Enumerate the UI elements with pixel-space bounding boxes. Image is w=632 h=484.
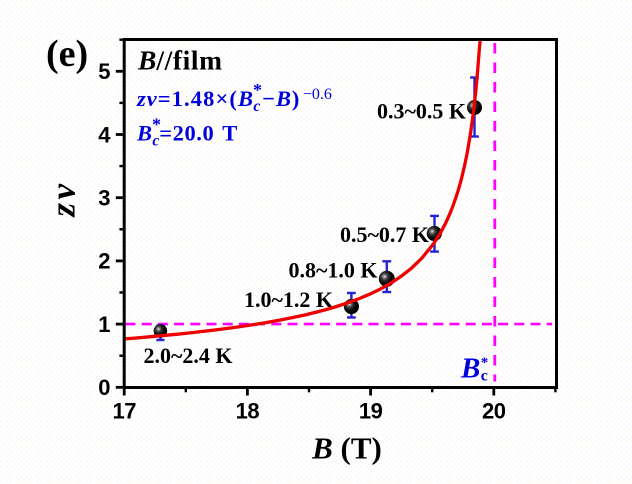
svg-text:19: 19 xyxy=(359,399,383,424)
svg-text:0.5~0.7 K: 0.5~0.7 K xyxy=(340,222,429,247)
svg-text:c: c xyxy=(481,367,488,384)
svg-text:zν=1.48×(B*c−B)−0.6: zν=1.48×(B* c−B) −0.6 xyxy=(136,80,332,115)
svg-text:B (T): B (T) xyxy=(311,431,382,466)
svg-text:17: 17 xyxy=(112,399,136,424)
svg-text:0: 0 xyxy=(98,375,110,400)
svg-text:0.8~1.0 K: 0.8~1.0 K xyxy=(288,258,377,283)
svg-text:B//film: B//film xyxy=(137,45,223,76)
svg-text:1.0~1.2 K: 1.0~1.2 K xyxy=(244,287,333,312)
svg-text:3: 3 xyxy=(98,186,110,211)
svg-text:5: 5 xyxy=(98,59,110,84)
svg-text:18: 18 xyxy=(236,399,260,424)
svg-text:(e): (e) xyxy=(46,33,88,75)
svg-text:4: 4 xyxy=(98,122,111,147)
svg-text:20: 20 xyxy=(482,399,506,424)
svg-text:2: 2 xyxy=(98,249,110,274)
svg-text:1: 1 xyxy=(98,312,110,337)
svg-text:B*c=20.0T: B* c=20.0 T xyxy=(136,115,237,150)
svg-text:*: * xyxy=(481,355,489,371)
svg-text:B: B xyxy=(460,353,480,385)
svg-text:0.3~0.5 K: 0.3~0.5 K xyxy=(377,99,466,124)
svg-text:zν: zν xyxy=(44,180,83,217)
svg-text:2.0~2.4 K: 2.0~2.4 K xyxy=(143,343,232,368)
